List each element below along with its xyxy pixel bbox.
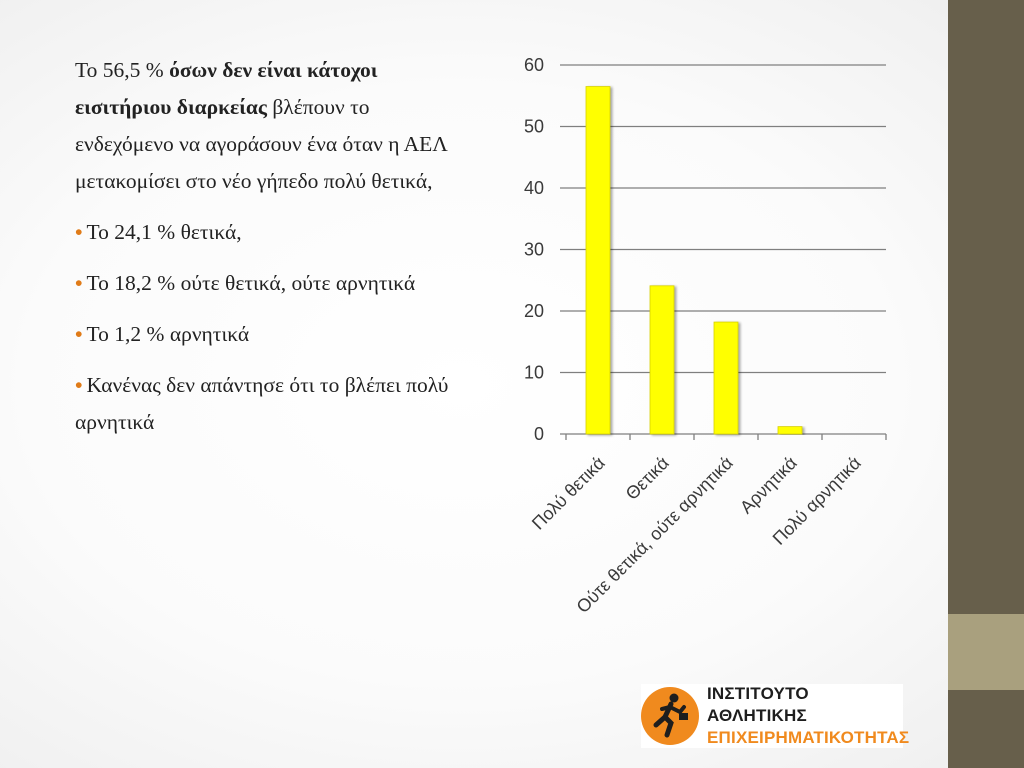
bullet-text: Το 24,1 % θετικά, bbox=[86, 220, 242, 244]
logo-line-1: ΙΝΣΤΙΤΟΥΤΟ ΑΘΛΗΤΙΚΗΣ bbox=[707, 684, 809, 725]
bullet-item: • Το 1,2 % αρνητικά bbox=[75, 316, 455, 353]
bullet-item: • Το 18,2 % ούτε θετικά, ούτε αρνητικά bbox=[75, 265, 455, 302]
logo-line-2: ΕΠΙΧΕΙΡΗΜΑΤΙΚΟΤΗΤΑΣ bbox=[707, 728, 910, 747]
bar bbox=[777, 426, 803, 435]
bullet-icon: • bbox=[75, 373, 83, 397]
intro-bold: όσων δεν είναι κάτοχοι εισιτήριου διαρκε… bbox=[75, 58, 378, 119]
y-tick-label: 0 bbox=[534, 424, 544, 444]
bullet-item: • Κανένας δεν απάντησε ότι το βλέπει πολύ… bbox=[75, 367, 455, 441]
y-tick-label: 40 bbox=[524, 178, 544, 198]
y-tick-label: 60 bbox=[524, 55, 544, 75]
y-tick-label: 30 bbox=[524, 240, 544, 260]
bullet-text: Το 1,2 % αρνητικά bbox=[86, 322, 250, 346]
y-tick-label: 20 bbox=[524, 301, 544, 321]
bullet-icon: • bbox=[75, 271, 83, 295]
bullet-text: Το 18,2 % ούτε θετικά, ούτε αρνητικά bbox=[86, 271, 416, 295]
bar bbox=[713, 321, 739, 435]
intro-pre: Το 56,5 % bbox=[75, 58, 170, 82]
bar bbox=[649, 285, 675, 435]
side-accent-block bbox=[948, 614, 1024, 690]
y-tick-label: 10 bbox=[524, 363, 544, 383]
bar bbox=[585, 86, 611, 435]
bullet-text: Κανένας δεν απάντησε ότι το βλέπει πολύ … bbox=[75, 373, 449, 434]
bullet-item: • Το 24,1 % θετικά, bbox=[75, 214, 455, 251]
bullet-icon: • bbox=[75, 322, 83, 346]
bullet-icon: • bbox=[75, 220, 83, 244]
side-decoration-bar bbox=[948, 0, 1024, 768]
institute-logo: ΙΝΣΤΙΤΟΥΤΟ ΑΘΛΗΤΙΚΗΣ ΕΠΙΧΕΙΡΗΜΑΤΙΚΟΤΗΤΑΣ bbox=[641, 684, 909, 748]
x-tick-label: Θετικά bbox=[622, 453, 673, 504]
x-tick-label: Αρνητικά bbox=[736, 453, 801, 518]
x-tick-label: Πολύ θετικά bbox=[528, 453, 609, 534]
runner-icon bbox=[641, 687, 699, 745]
y-tick-label: 50 bbox=[524, 117, 544, 137]
summary-text: Το 56,5 % όσων δεν είναι κάτοχοι εισιτήρ… bbox=[75, 52, 455, 455]
intro-paragraph: Το 56,5 % όσων δεν είναι κάτοχοι εισιτήρ… bbox=[75, 52, 455, 200]
intro-post: βλέπουν το ενδεχόμενο να αγοράσουν ένα ό… bbox=[75, 95, 448, 193]
